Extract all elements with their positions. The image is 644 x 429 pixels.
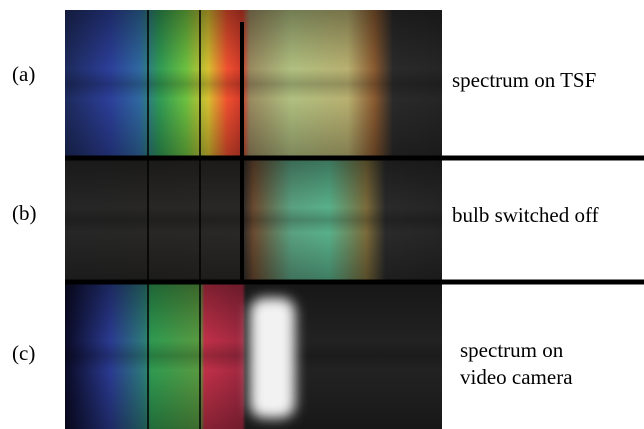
caption: video camera	[460, 365, 573, 389]
panel-label: (c)	[12, 341, 35, 365]
shade	[65, 158, 442, 282]
caption: bulb switched off	[452, 203, 599, 227]
white-blob	[250, 298, 295, 418]
panel-label: (b)	[12, 201, 37, 225]
figure: (a) (b) (c) spectrum on TSF bulb switche…	[0, 0, 644, 429]
shade	[65, 10, 442, 158]
caption: spectrum on TSF	[452, 68, 596, 92]
caption: spectrum on	[460, 338, 564, 362]
panel-label: (a)	[12, 62, 35, 86]
